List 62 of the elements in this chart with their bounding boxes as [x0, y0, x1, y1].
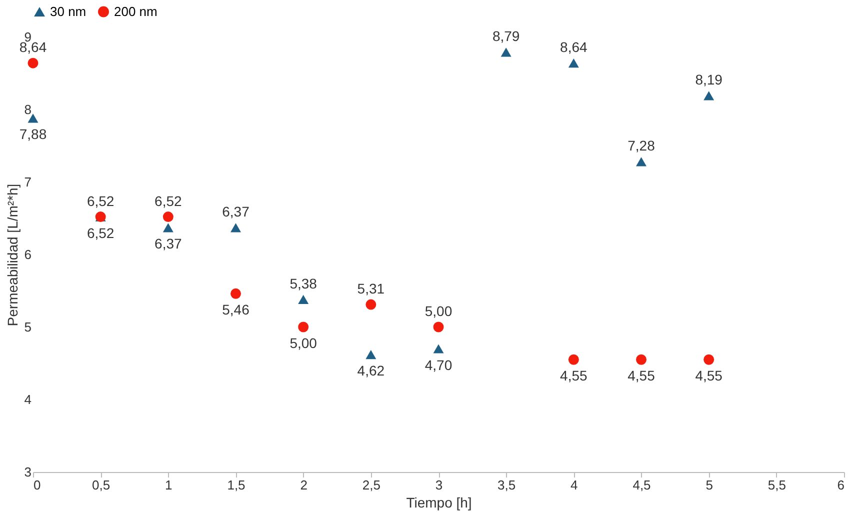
point [433, 344, 444, 354]
x-tick-label: 4 [570, 478, 578, 492]
data-label: 7,88 [19, 126, 47, 142]
x-tick-label: 3 [435, 478, 443, 492]
data-label: 4,55 [560, 368, 588, 384]
point [162, 223, 174, 232]
y-tick-label: 3 [24, 464, 32, 480]
data-label: 5,31 [357, 280, 385, 297]
point [568, 58, 579, 68]
data-label: 5,00 [424, 303, 452, 319]
point [636, 354, 646, 365]
data-label: 8,79 [492, 28, 520, 44]
point [298, 294, 309, 304]
y-tick-label: 6 [24, 247, 32, 262]
point [704, 91, 714, 100]
data-label: 6,37 [222, 204, 250, 220]
data-label: 8,64 [560, 39, 588, 56]
data-label: 6,52 [86, 192, 114, 209]
x-tick-label: 2,5 [362, 478, 380, 492]
y-tick-label: 7 [24, 174, 32, 190]
legend-label: 30 nm [50, 4, 86, 19]
point [298, 322, 309, 332]
data-label: 6,37 [154, 236, 182, 252]
point [230, 223, 241, 232]
x-tick-label: 2 [300, 478, 308, 492]
data-label: 4,62 [357, 362, 385, 379]
data-label: 5,38 [290, 275, 318, 292]
point [636, 157, 646, 166]
point [28, 58, 38, 68]
y-tick-label: 5 [24, 320, 32, 334]
x-tick-label: 0 [34, 478, 41, 492]
y-axis-title: Permeabilidad [L/m²*h] [4, 184, 20, 326]
point [28, 114, 38, 123]
data-label: 8,19 [695, 72, 723, 88]
legend-label: 200 nm [114, 4, 158, 19]
y-tick-label: 8 [24, 102, 32, 117]
x-tick-label: 4,5 [632, 478, 651, 492]
x-tick-label: 5 [706, 478, 713, 492]
point [433, 322, 444, 332]
point [162, 212, 174, 222]
point [366, 299, 376, 310]
data-label: 4,55 [628, 368, 656, 384]
data-label: 6,52 [86, 224, 114, 241]
data-label: 5,46 [222, 302, 250, 318]
x-tick-label: 3,5 [498, 478, 516, 492]
data-label: 4,70 [424, 356, 452, 373]
data-label: 7,28 [628, 138, 656, 154]
y-tick-label: 4 [24, 392, 32, 407]
point [568, 354, 579, 365]
point [230, 288, 241, 299]
x-tick-label: 5,5 [768, 478, 786, 492]
point [704, 354, 714, 365]
x-axis-title: Tiempo [h] [406, 494, 472, 510]
data-label: 4,55 [695, 368, 723, 384]
x-tick-label: 1,5 [227, 478, 246, 492]
x-tick-label: 1 [165, 478, 172, 492]
point [500, 48, 512, 57]
data-label: 6,52 [154, 192, 182, 209]
x-tick-label: 0,5 [92, 478, 110, 492]
x-tick-label: 6 [837, 478, 844, 492]
point [366, 350, 376, 360]
data-label: 5,00 [290, 335, 318, 351]
